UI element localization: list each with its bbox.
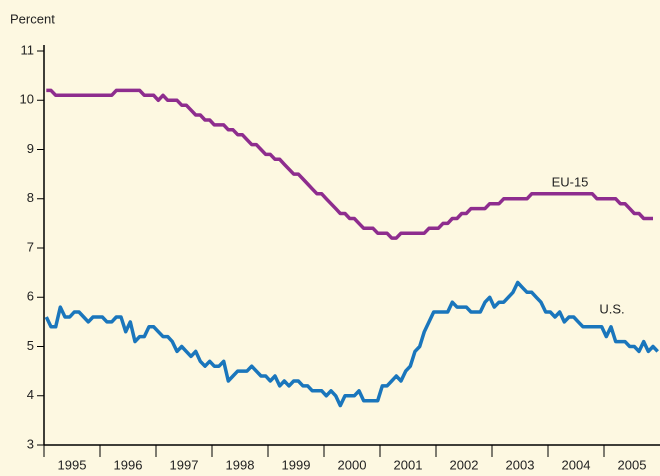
x-tick-label: 2000 [338, 457, 367, 472]
x-tick-label: 2002 [450, 457, 479, 472]
series-label: U.S. [599, 301, 624, 316]
x-tick-label: 2003 [506, 457, 535, 472]
y-tick-label: 11 [21, 42, 35, 57]
y-tick-label: 5 [27, 338, 34, 353]
y-tick-label: 6 [27, 289, 34, 304]
x-tick-label: 1996 [114, 457, 143, 472]
x-tick-label: 1998 [226, 457, 255, 472]
x-tick-label: 2001 [394, 457, 423, 472]
y-tick-label: 9 [27, 141, 34, 156]
x-tick-label: 1997 [170, 457, 199, 472]
y-tick-label: 10 [20, 92, 34, 107]
y-tick-label: 4 [27, 387, 34, 402]
x-tick-label: 1999 [282, 457, 311, 472]
series-label: EU-15 [552, 174, 589, 189]
line-series [44, 280, 659, 408]
y-tick-label: 7 [27, 239, 34, 254]
x-tick-label: 2005 [618, 457, 647, 472]
y-tick-label: 8 [27, 190, 34, 205]
x-tick-label: 1995 [58, 457, 87, 472]
x-tick-label: 2004 [562, 457, 591, 472]
y-tick-label: 3 [27, 436, 34, 451]
y-axis-label: Percent [10, 11, 55, 26]
line-series [46, 88, 653, 240]
